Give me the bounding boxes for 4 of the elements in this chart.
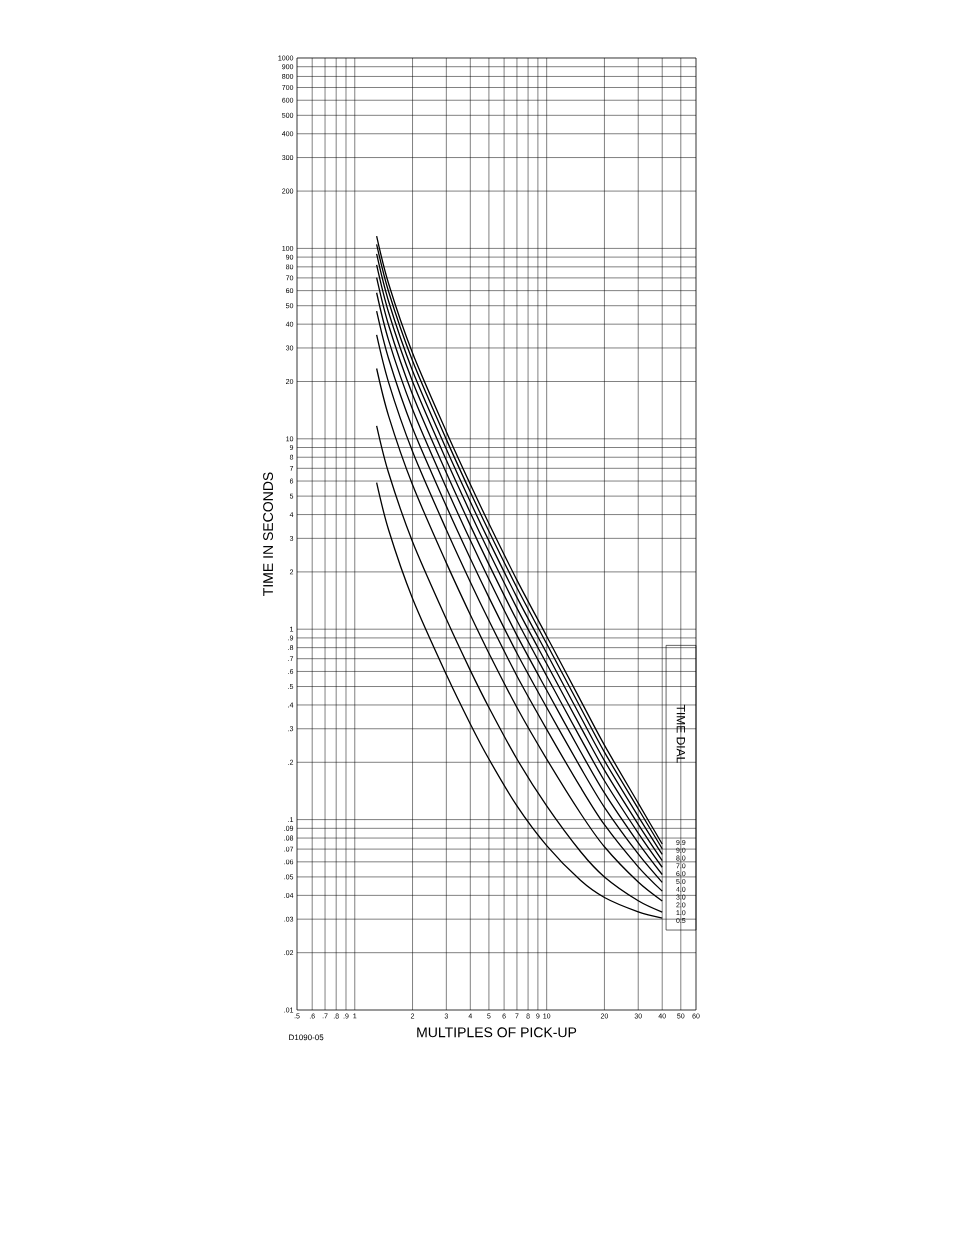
y-axis-title: TIME IN SECONDS bbox=[263, 472, 274, 596]
x-axis-title: MULTIPLES OF PICK-UP bbox=[417, 1027, 577, 1038]
text: D1090-05 bbox=[289, 1034, 324, 1041]
legend-title: TIME DIAL bbox=[676, 704, 685, 763]
